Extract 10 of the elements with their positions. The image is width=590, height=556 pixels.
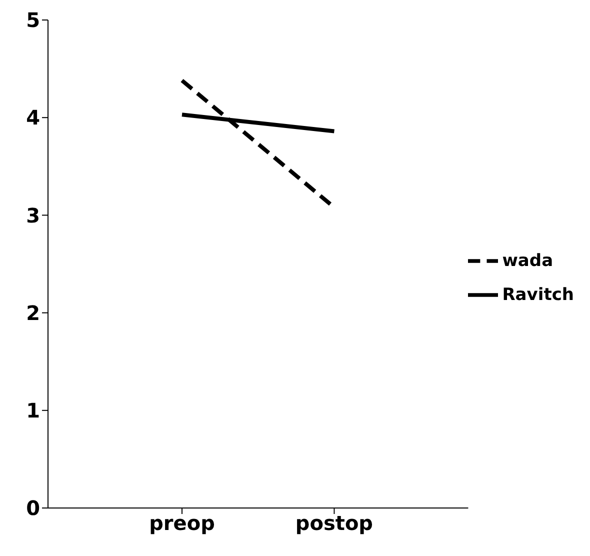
y-tick-label: 5 [26,8,40,32]
legend-label: wada [502,251,554,271]
legend-label: Ravitch [502,285,574,305]
y-tick-label: 2 [26,300,40,325]
x-tick-label: preop [149,511,215,536]
y-tick-label: 1 [26,398,40,422]
x-tick-label: postop [295,511,374,536]
y-tick-label: 0 [26,496,40,520]
y-tick-label: 4 [26,106,40,130]
y-tick-label: 3 [26,203,40,228]
